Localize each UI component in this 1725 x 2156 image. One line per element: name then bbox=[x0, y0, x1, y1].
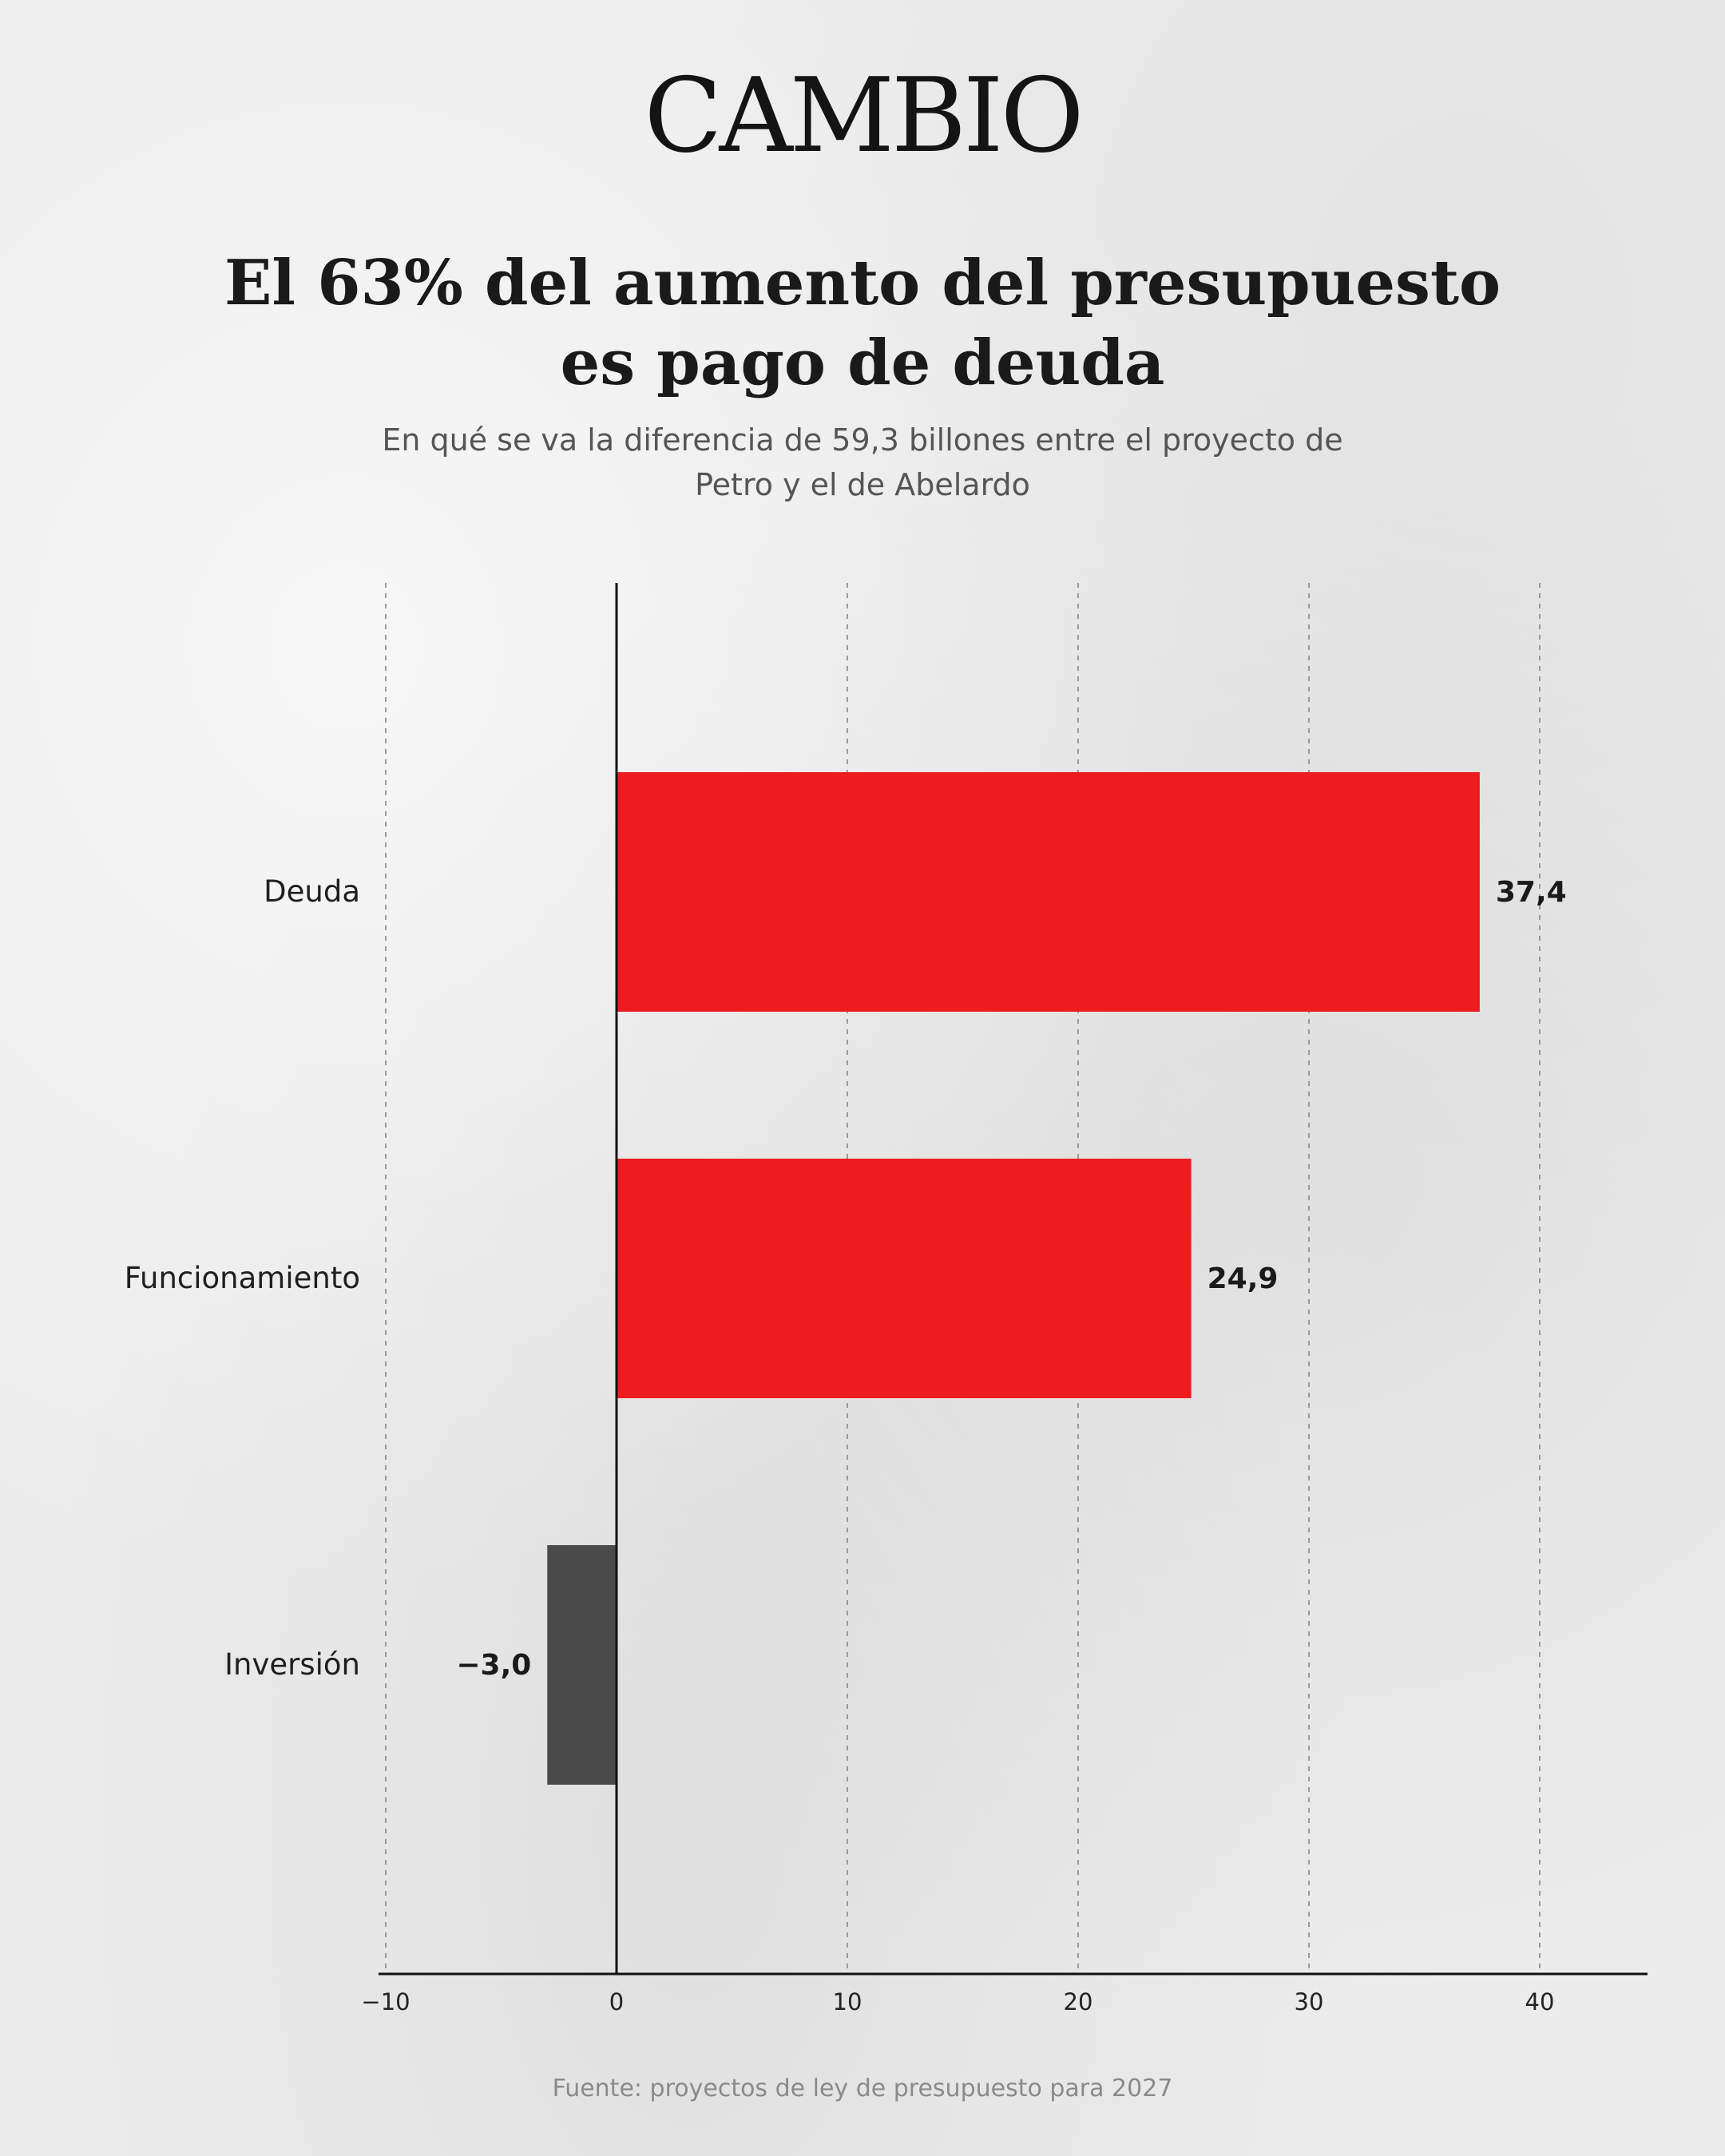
bar-3 bbox=[547, 1545, 617, 1785]
x-tick-label-1: 0 bbox=[609, 1988, 624, 2015]
bar-2 bbox=[617, 1159, 1192, 1398]
category-label-1: Deuda bbox=[264, 874, 360, 909]
cambio-logo: CAMBIO bbox=[644, 57, 1085, 176]
value-label-1: 37,4 bbox=[1496, 876, 1567, 909]
x-tick-label-3: 20 bbox=[1064, 1988, 1093, 2015]
x-tick-label-0: −10 bbox=[361, 1988, 410, 2015]
chart-title: El 63% del aumento del presupuesto es pa… bbox=[144, 244, 1581, 403]
x-tick-label-4: 30 bbox=[1295, 1988, 1324, 2015]
category-label-2: Funcionamiento bbox=[125, 1261, 360, 1295]
x-tick-label-2: 10 bbox=[833, 1988, 862, 2015]
source-note: Fuente: proyectos de ley de presupuesto … bbox=[552, 2075, 1173, 2102]
chart-title-line-1: El 63% del aumento del presupuesto bbox=[224, 247, 1501, 319]
chart-subtitle-line-1: En qué se va la diferencia de 59,3 billo… bbox=[382, 422, 1343, 458]
bar-1 bbox=[617, 772, 1480, 1012]
x-tick-label-5: 40 bbox=[1525, 1988, 1555, 2015]
chart-subtitle-line-2: Petro y el de Abelardo bbox=[695, 467, 1030, 502]
value-label-2: 24,9 bbox=[1208, 1262, 1279, 1295]
category-label-3: Inversión bbox=[224, 1647, 360, 1682]
value-label-3: −3,0 bbox=[456, 1649, 531, 1682]
chart-subtitle: En qué se va la diferencia de 59,3 billo… bbox=[303, 418, 1422, 507]
chart-title-line-2: es pago de deuda bbox=[560, 327, 1165, 399]
